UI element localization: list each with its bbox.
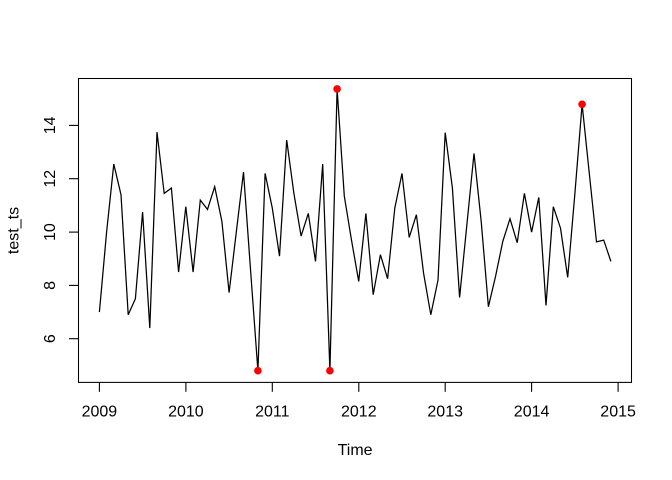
svg-text:8: 8 [42, 281, 59, 290]
svg-text:14: 14 [42, 116, 59, 134]
svg-text:2010: 2010 [168, 403, 204, 420]
svg-text:2014: 2014 [514, 403, 550, 420]
svg-text:2011: 2011 [255, 403, 290, 420]
svg-text:6: 6 [42, 334, 59, 343]
svg-text:2013: 2013 [427, 403, 463, 420]
svg-text:2009: 2009 [82, 403, 118, 420]
svg-text:2015: 2015 [600, 403, 636, 420]
svg-text:test_ts: test_ts [6, 207, 23, 254]
svg-text:10: 10 [42, 223, 59, 241]
svg-text:Time: Time [338, 442, 373, 459]
svg-text:12: 12 [42, 170, 59, 188]
svg-text:2012: 2012 [341, 403, 377, 420]
